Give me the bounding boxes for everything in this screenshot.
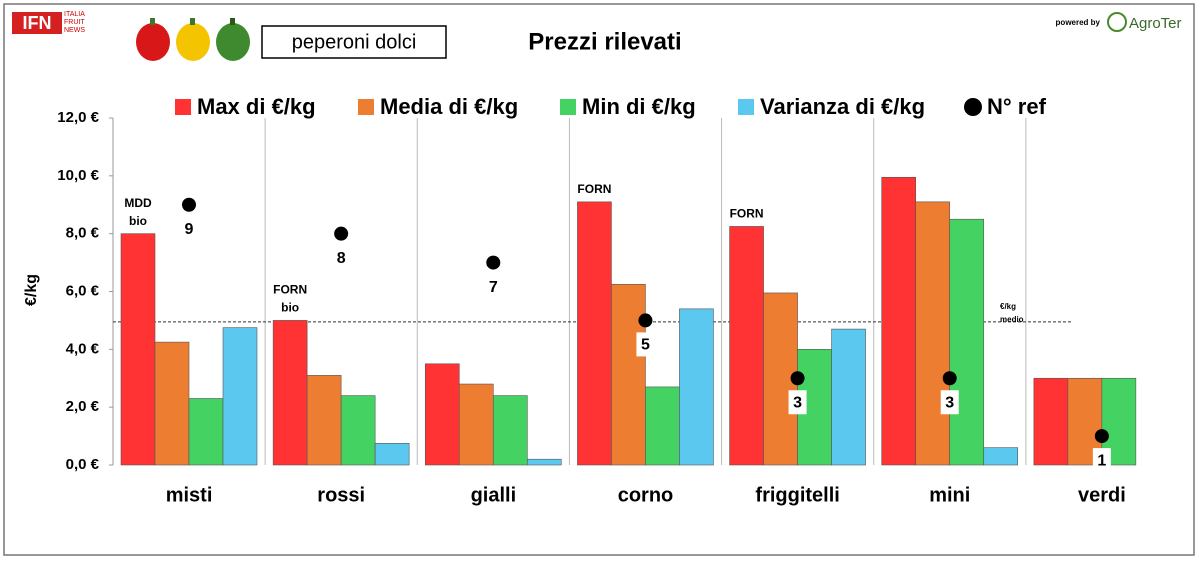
subtitle-box <box>261 25 447 59</box>
bar <box>272 320 308 466</box>
bar <box>492 395 528 466</box>
x-tick-label: misti <box>166 484 213 506</box>
ref-dot <box>638 313 653 328</box>
y-tick-label: 6,0 € <box>66 282 100 299</box>
reference-label: medio <box>1000 315 1024 324</box>
value-label: 5 <box>641 337 650 354</box>
annotation: FORN <box>273 283 307 297</box>
ref-dot <box>486 255 501 270</box>
legend-swatch <box>358 99 374 115</box>
legend-label: Min di €/kg <box>582 94 696 119</box>
annotation: bio <box>129 214 147 228</box>
bar <box>679 308 714 466</box>
legend-marker <box>964 98 982 116</box>
y-axis-label: €/kg <box>23 274 40 306</box>
x-tick-label: rossi <box>317 484 365 506</box>
value-label-bg <box>180 216 198 241</box>
bar <box>729 226 764 466</box>
subtitle: peperoni dolci <box>292 31 417 53</box>
chart-title: Prezzi rilevati <box>528 28 681 55</box>
logo-text: NEWS <box>64 27 85 34</box>
y-tick-label: 4,0 € <box>66 340 100 357</box>
bar <box>881 176 917 466</box>
annotation: bio <box>281 301 299 315</box>
bar <box>340 395 376 466</box>
legend-label: Max di €/kg <box>197 94 316 119</box>
bar <box>526 458 562 466</box>
ref-dot <box>182 197 196 212</box>
ref-dot <box>1094 429 1109 444</box>
value-label: 3 <box>793 394 802 411</box>
legend-swatch <box>175 99 191 115</box>
annotation: FORN <box>730 207 764 221</box>
ref-dot <box>334 226 349 241</box>
value-label: 8 <box>337 250 346 267</box>
bar <box>831 328 866 466</box>
logo-text: FRUIT <box>64 19 85 26</box>
value-label-bg <box>940 390 959 415</box>
reference-label: €/kg <box>1000 302 1016 311</box>
value-label-bg <box>332 245 351 270</box>
legend-label: Media di €/kg <box>380 94 518 119</box>
y-tick-label: 10,0 € <box>57 167 99 184</box>
bar <box>611 283 646 466</box>
legend-swatch <box>738 99 754 115</box>
value-label: 7 <box>489 279 498 296</box>
y-tick-label: 8,0 € <box>66 225 100 242</box>
bar <box>188 398 224 466</box>
bar <box>1033 377 1069 466</box>
x-tick-label: verdi <box>1078 484 1126 506</box>
value-label-bg <box>636 332 655 357</box>
bar <box>458 383 494 466</box>
annotation: FORN <box>577 182 611 196</box>
bar <box>577 201 612 466</box>
x-tick-label: gialli <box>471 484 517 506</box>
brand-icon <box>1107 12 1127 32</box>
legend-label: Varianza di €/kg <box>760 94 925 119</box>
value-label-bg <box>1092 448 1111 473</box>
bar <box>120 233 156 466</box>
legend-swatch <box>560 99 576 115</box>
logo-text: ITALIA <box>64 11 85 18</box>
peppers <box>136 18 250 61</box>
legend-label: N° ref <box>987 94 1047 119</box>
bar <box>645 386 680 466</box>
x-tick-label: corno <box>618 484 674 506</box>
bar <box>949 218 985 466</box>
annotation: MDD <box>124 196 152 210</box>
value-label: 1 <box>1097 452 1106 469</box>
bar <box>154 341 190 466</box>
bar <box>915 201 951 466</box>
bar <box>222 327 258 466</box>
powered-by: powered by <box>1056 18 1101 27</box>
brand: AgroTer <box>1129 15 1182 32</box>
ref-dot <box>942 371 957 386</box>
x-tick-label: friggitelli <box>755 484 839 506</box>
value-label: 3 <box>945 394 954 411</box>
logo-box <box>12 12 62 34</box>
bar <box>424 363 460 466</box>
bar <box>306 375 342 466</box>
x-tick-label: mini <box>929 484 970 506</box>
ref-dot <box>790 371 805 386</box>
bar <box>374 443 410 466</box>
y-tick-label: 12,0 € <box>57 109 99 126</box>
bar <box>983 447 1019 466</box>
logo: IFN <box>23 13 52 33</box>
y-tick-label: 0,0 € <box>66 456 100 473</box>
value-label: 9 <box>185 221 194 238</box>
y-tick-label: 2,0 € <box>66 398 100 415</box>
value-label-bg <box>788 390 807 415</box>
value-label-bg <box>484 274 503 299</box>
